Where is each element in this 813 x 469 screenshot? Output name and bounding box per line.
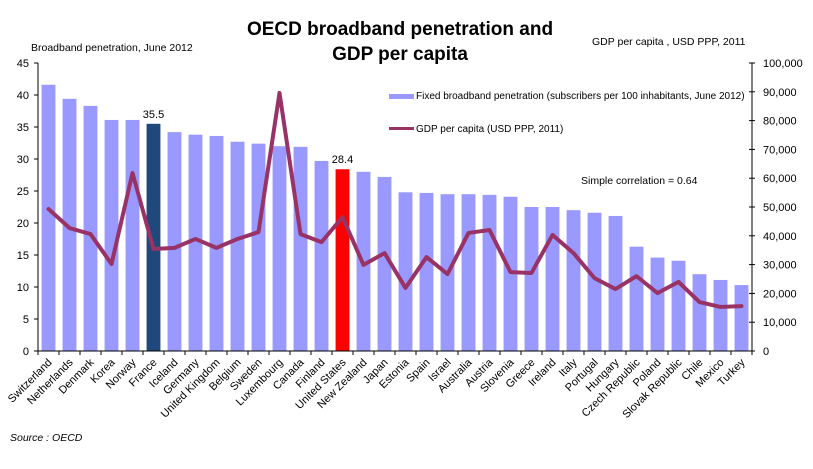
bar-portugal: [587, 212, 602, 351]
bar-sweden: [251, 143, 266, 351]
right-tick-label: 70,000: [763, 144, 797, 156]
chart-title-line-1: OECD broadband penetration and: [247, 19, 553, 40]
bar-belgium: [230, 141, 245, 351]
right-tick-label: 100,000: [763, 58, 803, 70]
bar-turkey: [734, 285, 749, 351]
bar-australia: [461, 194, 476, 351]
bar-luxembourg: [272, 146, 287, 351]
bar-canada: [293, 146, 308, 351]
bar-iceland: [167, 132, 182, 351]
legend: Fixed broadband penetration (subscribers…: [389, 91, 745, 135]
right-tick-label: 90,000: [763, 87, 797, 99]
left-tick-label: 40: [17, 90, 29, 102]
bar-czech-republic: [629, 246, 644, 351]
bar-slovak-republic: [671, 260, 686, 351]
right-tick-label: 0: [763, 346, 769, 358]
right-tick-label: 80,000: [763, 116, 797, 128]
right-tick-label: 30,000: [763, 260, 797, 272]
correlation-annotation: Simple correlation = 0.64: [581, 175, 698, 187]
bar-ireland: [545, 207, 560, 351]
left-tick-label: 10: [17, 282, 29, 294]
bar-mexico: [713, 279, 728, 351]
bar-greece: [524, 207, 539, 351]
right-tick-label: 50,000: [763, 202, 797, 214]
left-tick-label: 20: [17, 218, 29, 230]
gdp-line: [46, 90, 744, 309]
left-tick-label: 45: [17, 58, 29, 70]
left-tick-label: 0: [23, 346, 29, 358]
bar-italy: [566, 210, 581, 351]
legend-label-gdp: GDP per capita (USD PPP, 2011): [416, 124, 563, 135]
legend-swatch-broadband: [389, 94, 414, 99]
category-labels-group: SwitzerlandNetherlandsDenmarkKoreaNorway…: [6, 356, 748, 421]
bar-poland: [650, 257, 665, 351]
source-note: Source : OECD: [10, 432, 83, 444]
bar-hungary: [608, 215, 623, 351]
bar-japan: [377, 176, 392, 351]
bar-united-kingdom: [209, 135, 224, 351]
right-tick-label: 60,000: [763, 173, 797, 185]
legend-swatch-gdp: [389, 127, 414, 130]
bar-denmark: [83, 105, 98, 351]
bar-estonia: [398, 192, 413, 351]
bar-korea: [104, 119, 119, 352]
bar-finland: [314, 160, 329, 351]
right-axis-title: GDP per capita , USD PPP, 2011: [592, 36, 746, 48]
bar-switzerland: [41, 84, 56, 351]
data-labels-group: 35.5 28.4: [143, 109, 353, 166]
source-text: Source : OECD: [10, 432, 83, 444]
gdp-line-group: [46, 90, 744, 309]
bar-france: [146, 123, 161, 351]
bar-germany: [188, 134, 203, 351]
left-tick-label: 15: [17, 250, 29, 262]
left-tick-label: 25: [17, 186, 29, 198]
bars-group: [41, 84, 749, 352]
bar-chile: [692, 274, 707, 351]
right-tick-label: 40,000: [763, 231, 797, 243]
left-axis-title: Broadband penetration, June 2012: [31, 42, 193, 54]
axes-group: 0 5 10 15 20 25 30 35 40 45 0 10,000 20,000 30,000 40,…: [17, 58, 803, 358]
data-label-france: 35.5: [143, 109, 164, 121]
legend-label-broadband: Fixed broadband penetration (subscribers…: [416, 91, 745, 102]
bar-spain: [419, 192, 434, 351]
bar-norway: [125, 119, 140, 352]
data-label-united-states: 28.4: [332, 154, 353, 166]
left-tick-label: 5: [23, 314, 29, 326]
left-tick-label: 35: [17, 122, 29, 134]
chart-title-line-2: GDP per capita: [332, 44, 468, 65]
right-tick-label: 20,000: [763, 288, 797, 300]
bar-netherlands: [62, 98, 77, 351]
bar-united-states: [335, 169, 350, 351]
right-tick-label: 10,000: [763, 317, 797, 329]
bar-austria: [482, 194, 497, 351]
category-label-spain: Spain: [404, 357, 432, 385]
left-tick-label: 30: [17, 154, 29, 166]
